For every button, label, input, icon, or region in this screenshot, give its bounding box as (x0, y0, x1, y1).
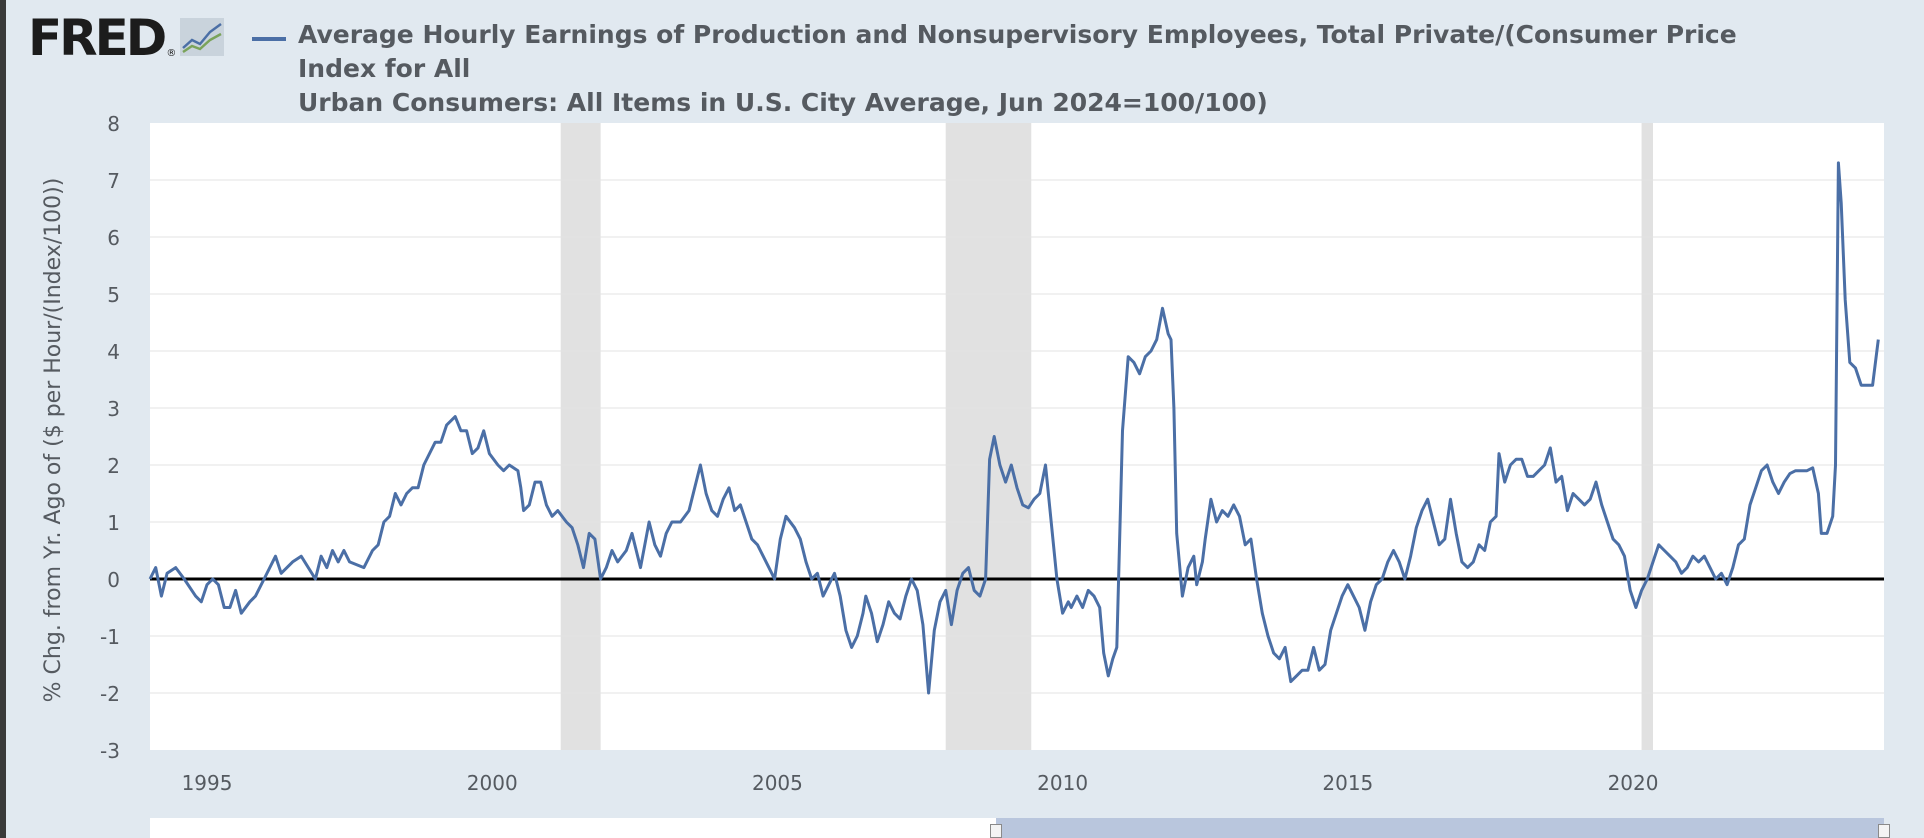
x-tick-label: 2020 (1608, 771, 1659, 795)
y-tick-label: -3 (100, 739, 120, 763)
y-tick-label: 7 (107, 169, 120, 193)
recession-band-2 (1641, 123, 1653, 750)
x-tick-label: 1995 (182, 771, 233, 795)
y-tick-label: 6 (107, 226, 120, 250)
navigator-left-handle[interactable] (990, 824, 1002, 838)
x-axis-ticks: 1995 2000 2005 2010 2015 2020 (182, 771, 1659, 795)
recession-bands (560, 123, 1653, 750)
x-tick-label: 2010 (1037, 771, 1088, 795)
logo-text: FRED (28, 9, 167, 67)
navigator-window[interactable] (996, 818, 1884, 838)
y-tick-label: 8 (107, 112, 120, 136)
y-tick-label: 2 (107, 454, 120, 478)
y-tick-label: 5 (107, 283, 120, 307)
y-tick-label: 1 (107, 511, 120, 535)
y-tick-label: 3 (107, 397, 120, 421)
series-line[interactable] (148, 161, 1880, 695)
recession-band-0 (560, 123, 601, 750)
chart-legend: Average Hourly Earnings of Production an… (252, 18, 1812, 120)
recession-band-1 (945, 123, 1032, 750)
x-tick-label: 2015 (1322, 771, 1373, 795)
x-tick-label: 2005 (752, 771, 803, 795)
navigator-right-handle[interactable] (1878, 824, 1890, 838)
x-tick-label: 2000 (467, 771, 518, 795)
legend-swatch (252, 37, 286, 41)
registered-mark: ® (166, 48, 177, 59)
y-tick-label: 4 (107, 340, 120, 364)
y-tick-label: -2 (100, 682, 120, 706)
window-edge (0, 0, 6, 838)
y-tick-label: 0 (107, 568, 120, 592)
chart-title: Average Hourly Earnings of Production an… (298, 20, 1737, 117)
y-tick-label: -1 (100, 625, 120, 649)
fred-logo[interactable]: FRED ® (28, 9, 225, 67)
y-axis-ticks: 8 7 6 5 4 3 2 1 0 -1 -2 -3 (100, 112, 120, 763)
y-axis-label: % Chg. from Yr. Ago of ($ per Hour/(Inde… (41, 178, 66, 703)
line-graph-icon (180, 18, 225, 60)
